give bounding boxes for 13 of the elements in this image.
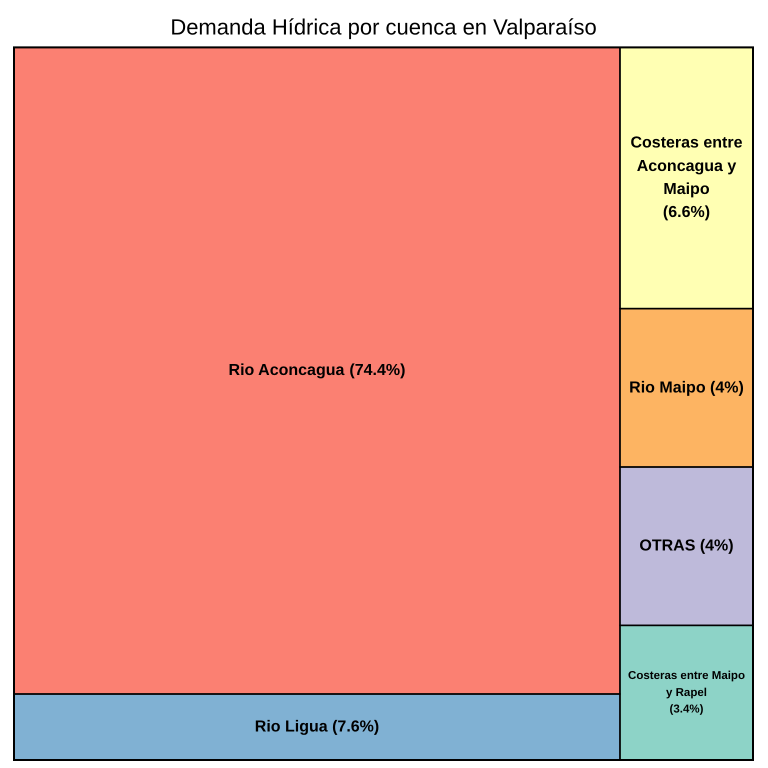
- category-label: OTRAS: [639, 538, 696, 555]
- category-label: Costeras entre Aconcagua y Maipo: [630, 134, 743, 198]
- data-label: (4%): [710, 379, 744, 396]
- data-label: (74.4%): [349, 362, 406, 380]
- text: Demanda Hídrica por cuenca en Valparaíso: [170, 14, 597, 40]
- category-label: Costeras entre Maipo y Rapel: [628, 670, 745, 699]
- category-label: Rio Maipo: [629, 379, 706, 396]
- data-label: (3.4%): [670, 704, 704, 716]
- data-label: (6.6%): [662, 204, 710, 222]
- data-label: (4%): [700, 538, 734, 555]
- category-label: Rio Aconcagua: [228, 362, 344, 380]
- category-label: Rio Ligua: [254, 718, 328, 736]
- data-label: (7.6%): [332, 718, 380, 736]
